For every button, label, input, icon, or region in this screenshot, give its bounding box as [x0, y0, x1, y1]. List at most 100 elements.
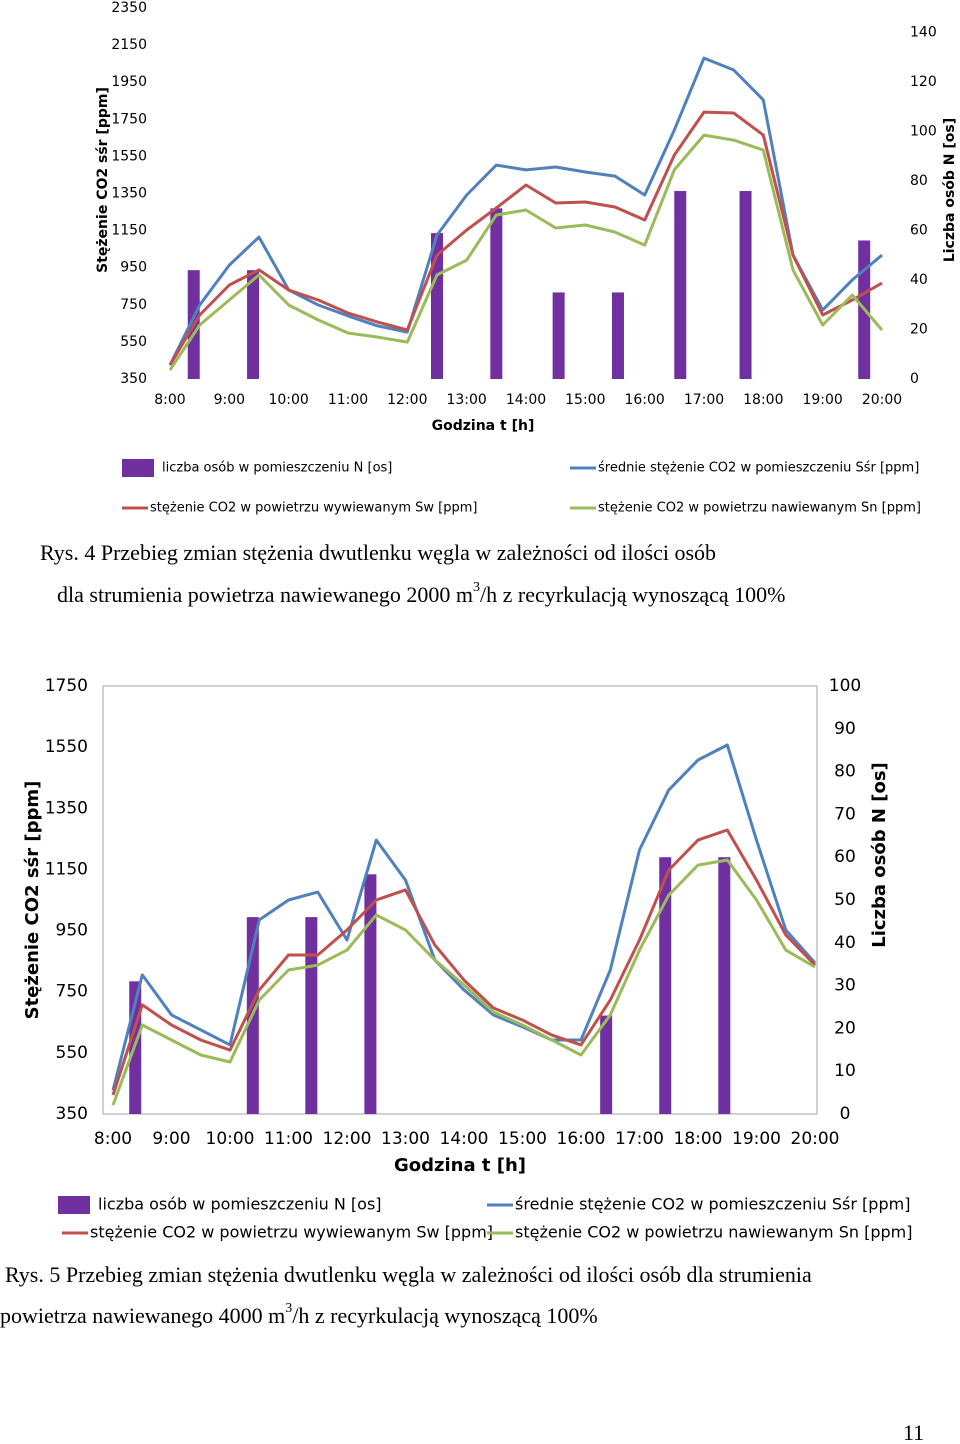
y2-tick-label: 40 — [834, 933, 856, 953]
legend-label: stężenie CO2 w powietrzu wywiewanym Sw [… — [90, 1223, 493, 1242]
caption: powietrza nawiewanego 4000 m3/h z recyrk… — [0, 1301, 598, 1328]
x-tick-label: 11:00 — [264, 1129, 313, 1149]
bar — [718, 857, 731, 1114]
x-tick-label: 15:00 — [498, 1129, 547, 1149]
y2-tick-label: 20 — [910, 322, 928, 338]
y-axis-title: Stężenie CO2 sśr [ppm] — [22, 781, 43, 1020]
y2-tick-label: 100 — [829, 676, 861, 696]
y-tick-label: 1950 — [111, 74, 147, 90]
caption-sup: 3 — [473, 580, 480, 595]
y-tick-label: 1750 — [111, 111, 147, 127]
y-tick-label: 1550 — [45, 737, 88, 757]
x-tick-label: 20:00 — [862, 392, 902, 408]
legend-label: średnie stężenie CO2 w pomieszczeniu Sśr… — [598, 461, 919, 476]
y-tick-label: 950 — [120, 260, 147, 276]
caption: Rys. 5 Przebieg zmian stężenia dwutlenku… — [5, 1262, 812, 1287]
caption-text: dla strumienia powietrza nawiewanego 200… — [57, 582, 473, 607]
x-tick-label: 12:00 — [323, 1129, 372, 1149]
bar — [659, 857, 672, 1114]
bar — [600, 1015, 613, 1114]
y-tick-label: 1150 — [111, 223, 147, 239]
y2-tick-label: 120 — [910, 74, 937, 90]
y2-tick-label: 80 — [910, 173, 928, 189]
y-tick-label: 550 — [120, 334, 147, 350]
legend-label: liczba osób w pomieszczeniu N [os] — [98, 1195, 382, 1214]
x-tick-label: 15:00 — [565, 392, 605, 408]
y2-tick-label: 70 — [834, 804, 856, 824]
y-tick-label: 1550 — [111, 148, 147, 164]
y2-tick-label: 60 — [910, 223, 928, 239]
x-tick-label: 14:00 — [440, 1129, 489, 1149]
y2-tick-label: 140 — [910, 25, 937, 41]
y-tick-label: 1750 — [45, 676, 88, 696]
y2-tick-label: 60 — [834, 847, 856, 867]
caption-text: /h z recyrkulacją wynoszącą 100% — [292, 1303, 597, 1328]
caption-text: /h z recyrkulacją wynoszącą 100% — [480, 582, 785, 607]
x-tick-label: 20:00 — [791, 1129, 840, 1149]
y-tick-label: 750 — [120, 297, 147, 313]
y-tick-label: 750 — [56, 982, 88, 1002]
line — [111, 828, 817, 1096]
y-tick-label: 550 — [56, 1043, 88, 1063]
legend-swatch — [58, 1196, 90, 1214]
x-tick-label: 9:00 — [152, 1129, 190, 1149]
x-tick-label: 9:00 — [214, 392, 245, 408]
y2-axis-title: Liczba osób N [os] — [942, 118, 958, 262]
caption-text: powietrza nawiewanego 4000 m — [0, 1303, 285, 1328]
bar — [490, 208, 503, 379]
legend-label: stężenie CO2 w powietrzu wywiewanym Sw [… — [150, 501, 477, 516]
caption: Rys. 4 Przebieg zmian stężenia dwutlenku… — [40, 540, 716, 565]
page-number: 11 — [903, 1420, 924, 1444]
y-tick-label: 2350 — [111, 0, 147, 16]
bar — [305, 917, 318, 1114]
bar — [611, 292, 624, 379]
x-tick-label: 13:00 — [446, 392, 486, 408]
x-tick-label: 17:00 — [684, 392, 724, 408]
x-tick-label: 19:00 — [802, 392, 842, 408]
y-axis-title: Stężenie CO2 sśr [ppm] — [95, 87, 111, 273]
bar — [739, 191, 752, 379]
y2-tick-label: 0 — [840, 1104, 851, 1124]
y2-axis-title: Liczba osób N [os] — [869, 762, 890, 948]
legend-label: stężenie CO2 w powietrzu nawiewanym Sn [… — [515, 1223, 912, 1242]
y2-tick-label: 10 — [834, 1061, 856, 1081]
x-tick-label: 17:00 — [615, 1129, 664, 1149]
bar — [674, 191, 687, 379]
y-tick-label: 350 — [120, 371, 147, 387]
x-tick-label: 12:00 — [387, 392, 427, 408]
y2-tick-label: 80 — [834, 762, 856, 782]
y2-tick-label: 100 — [910, 124, 937, 140]
line — [168, 110, 883, 366]
legend-swatch — [122, 459, 154, 477]
x-axis-title: Godzina t [h] — [432, 418, 535, 434]
bar — [247, 270, 260, 379]
y2-tick-label: 30 — [834, 976, 856, 996]
y2-tick-label: 90 — [834, 719, 856, 739]
line — [168, 133, 884, 371]
x-tick-label: 8:00 — [94, 1129, 132, 1149]
x-tick-label: 11:00 — [328, 392, 368, 408]
y2-tick-label: 0 — [910, 371, 919, 387]
x-tick-label: 18:00 — [674, 1129, 723, 1149]
x-tick-label: 13:00 — [381, 1129, 430, 1149]
x-tick-label: 16:00 — [624, 392, 664, 408]
legend-label: liczba osób w pomieszczeniu N [os] — [162, 461, 392, 476]
legend-label: średnie stężenie CO2 w pomieszczeniu Sśr… — [515, 1195, 910, 1214]
plot-border — [102, 685, 818, 1115]
y2-tick-label: 40 — [910, 272, 928, 288]
y2-tick-label: 50 — [834, 890, 856, 910]
y-tick-label: 1350 — [111, 186, 147, 202]
x-tick-label: 10:00 — [206, 1129, 255, 1149]
x-tick-label: 8:00 — [154, 392, 185, 408]
y-tick-label: 1150 — [45, 859, 88, 879]
line — [111, 743, 817, 1091]
bar — [552, 292, 565, 379]
y-tick-label: 1350 — [45, 798, 88, 818]
caption-sup: 3 — [285, 1301, 292, 1316]
x-tick-label: 18:00 — [743, 392, 783, 408]
bar — [431, 233, 443, 379]
x-tick-label: 19:00 — [732, 1129, 781, 1149]
bar — [364, 874, 377, 1114]
caption: dla strumienia powietrza nawiewanego 200… — [57, 580, 785, 607]
x-tick-label: 10:00 — [268, 392, 308, 408]
